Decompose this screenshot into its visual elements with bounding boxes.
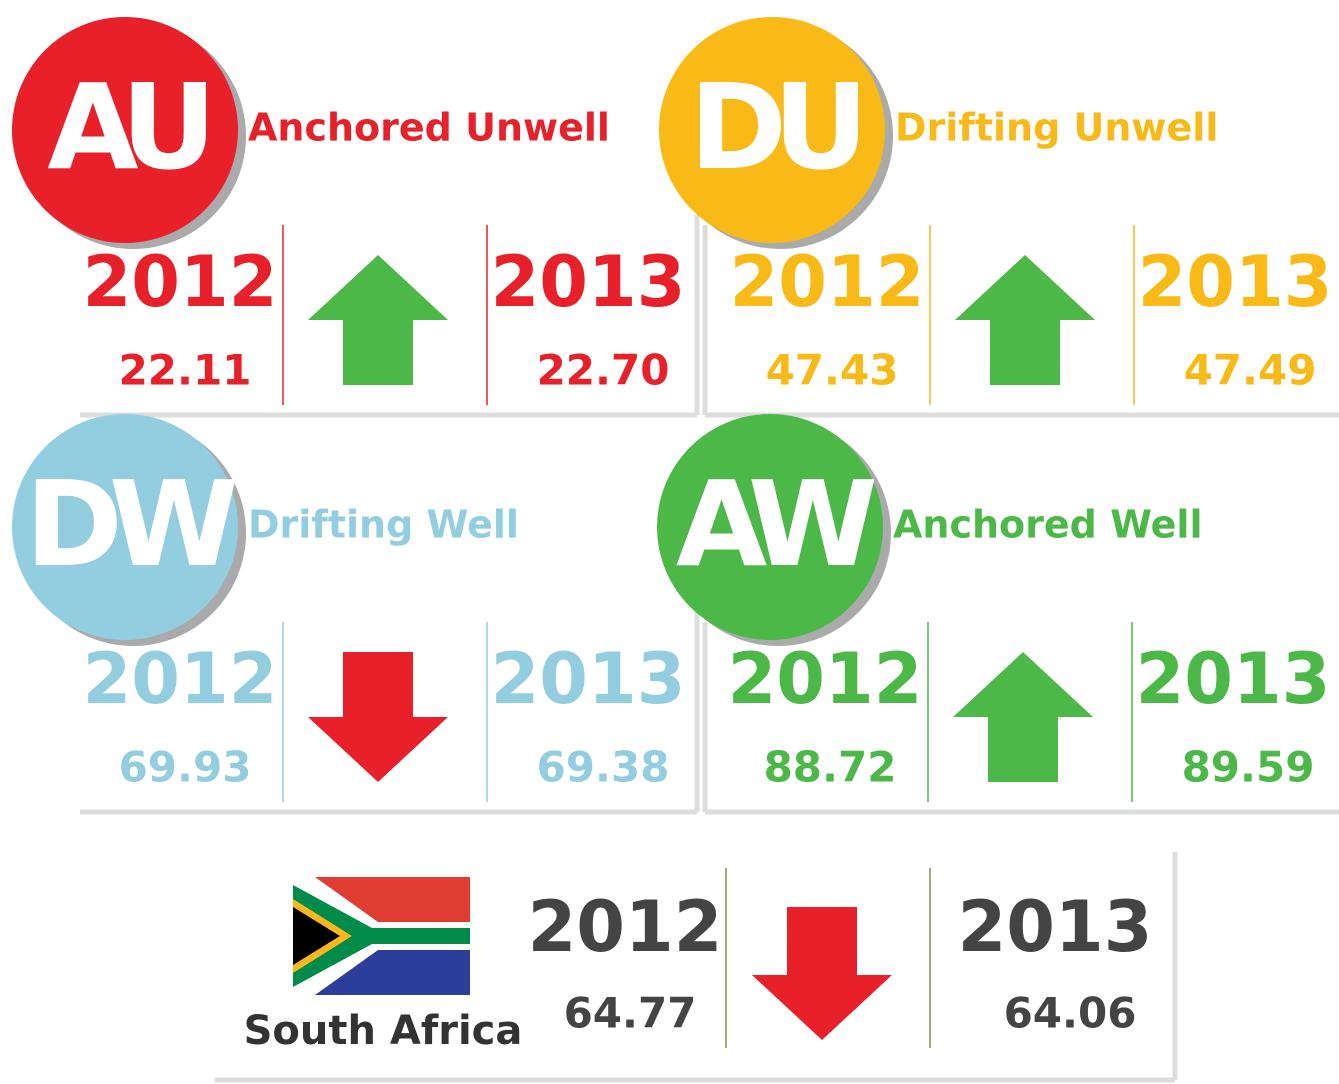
value: 89.59 — [1182, 743, 1315, 792]
value: 69.93 — [119, 743, 252, 792]
year: 2012 — [730, 241, 925, 323]
segment-name: Anchored Unwell — [248, 106, 610, 150]
value: 88.72 — [764, 743, 897, 792]
badge-abbr: AW — [676, 455, 875, 593]
trend-arrow — [308, 652, 448, 782]
value: 47.49 — [1184, 346, 1317, 395]
year: 2013 — [1138, 241, 1333, 323]
badge-abbr: AU — [47, 58, 206, 196]
value: 22.70 — [537, 346, 670, 395]
year: 2013 — [491, 638, 686, 720]
segment-name: Anchored Well — [893, 503, 1202, 547]
trend-arrow — [955, 255, 1095, 385]
value: 69.38 — [537, 743, 670, 792]
year: 2012 — [83, 638, 278, 720]
value: 22.11 — [119, 346, 252, 395]
year: 2012 — [528, 886, 723, 968]
value: 64.77 — [564, 989, 697, 1038]
value: 47.43 — [766, 346, 899, 395]
badge — [659, 17, 885, 243]
trend-arrow — [308, 255, 448, 385]
flag — [293, 877, 470, 995]
year: 2012 — [83, 241, 278, 323]
value: 64.06 — [1004, 989, 1137, 1038]
year: 2013 — [958, 886, 1153, 968]
segment-name: Drifting Well — [248, 503, 519, 547]
badge-abbr: DU — [689, 58, 858, 196]
segment-name: Drifting Unwell — [895, 106, 1218, 150]
year: 2012 — [728, 638, 923, 720]
country-frame — [215, 852, 1178, 1083]
year: 2013 — [1136, 638, 1331, 720]
badge — [657, 414, 883, 640]
year: 2013 — [491, 241, 686, 323]
country-label: South Africa — [244, 1008, 523, 1054]
trend-arrow — [953, 652, 1093, 782]
badge-abbr: DW — [25, 455, 236, 593]
trend-arrow — [752, 907, 892, 1040]
badge — [12, 414, 238, 640]
badge — [12, 17, 238, 243]
